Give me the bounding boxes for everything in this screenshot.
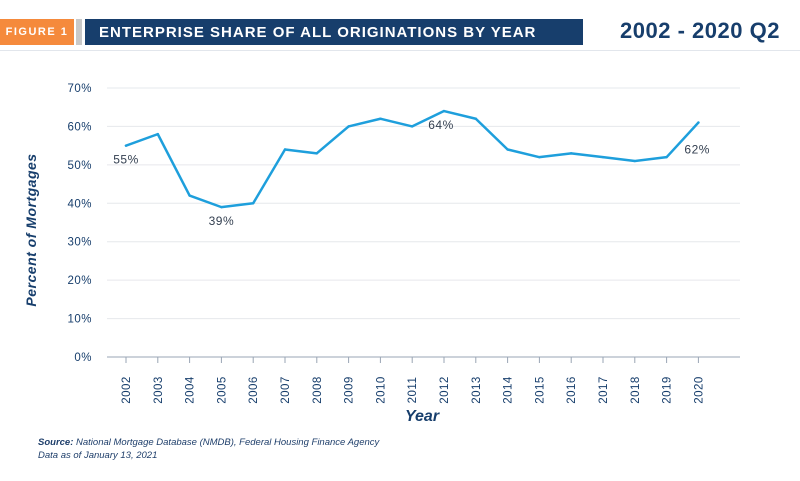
x-tick-label: 2007 [280, 376, 292, 404]
data-point [506, 148, 509, 151]
x-tick-label: 2019 [662, 376, 674, 404]
data-point [188, 194, 191, 197]
data-label: 55% [113, 153, 139, 167]
x-tick-label: 2013 [471, 376, 483, 404]
source-text: National Mortgage Database (NMDB), Feder… [76, 437, 380, 448]
data-point [220, 205, 223, 209]
y-tick-label: 0% [74, 352, 92, 364]
x-tick-label: 2020 [693, 376, 705, 404]
data-point [697, 121, 700, 124]
x-tick-label: 2008 [312, 376, 324, 404]
data-point [601, 155, 605, 159]
x-tick-label: 2018 [630, 376, 642, 404]
data-label: 39% [209, 214, 235, 228]
data-label: 62% [684, 143, 710, 157]
data-point [156, 132, 159, 136]
x-tick-label: 2005 [216, 376, 228, 404]
y-tick-label: 50% [67, 160, 92, 172]
data-point [315, 152, 318, 155]
y-tick-label: 60% [67, 121, 92, 133]
data-point [411, 125, 414, 128]
data-point [252, 202, 255, 205]
chart-title: ENTERPRISE SHARE OF ALL ORIGINATIONS BY … [85, 19, 583, 45]
x-tick-label: 2009 [344, 376, 356, 404]
figure-tag: FIGURE 1 [0, 19, 74, 45]
data-point [570, 152, 573, 155]
data-point [665, 155, 668, 159]
source-note: Source: National Mortgage Database (NMDB… [38, 436, 379, 462]
data-point [379, 117, 382, 120]
x-tick-label: 2017 [598, 376, 610, 404]
x-tick-label: 2002 [121, 376, 133, 404]
data-point [347, 125, 350, 128]
x-tick-label: 2016 [566, 376, 578, 404]
y-tick-label: 10% [67, 314, 92, 326]
header-separator [76, 19, 82, 45]
data-point [633, 159, 636, 163]
data-point [124, 144, 128, 147]
x-tick-label: 2004 [185, 376, 197, 404]
x-tick-label: 2010 [375, 376, 387, 404]
data-point [283, 148, 287, 151]
data-point [474, 117, 477, 120]
header-divider [0, 50, 800, 51]
data-point [538, 155, 541, 159]
y-tick-label: 20% [67, 275, 92, 287]
y-tick-label: 40% [67, 198, 92, 210]
data-label: 64% [428, 118, 454, 132]
y-tick-label: 30% [67, 237, 92, 249]
data-point [442, 109, 446, 113]
data-as-of: Data as of January 13, 2021 [38, 450, 158, 461]
x-tick-label: 2012 [439, 376, 451, 404]
source-line: Source: National Mortgage Database (NMDB… [38, 436, 379, 449]
y-axis-title: Percent of Mortgages [23, 153, 39, 306]
y-tick-label: 70% [67, 83, 92, 95]
source-label: Source: [38, 437, 74, 448]
x-tick-label: 2006 [248, 376, 260, 404]
x-axis-title: Year [405, 408, 440, 425]
x-tick-label: 2014 [503, 376, 515, 404]
date-range: 2002 - 2020 Q2 [620, 18, 780, 43]
x-tick-label: 2011 [407, 377, 419, 404]
x-tick-label: 2003 [153, 376, 165, 404]
x-tick-label: 2015 [534, 376, 546, 404]
